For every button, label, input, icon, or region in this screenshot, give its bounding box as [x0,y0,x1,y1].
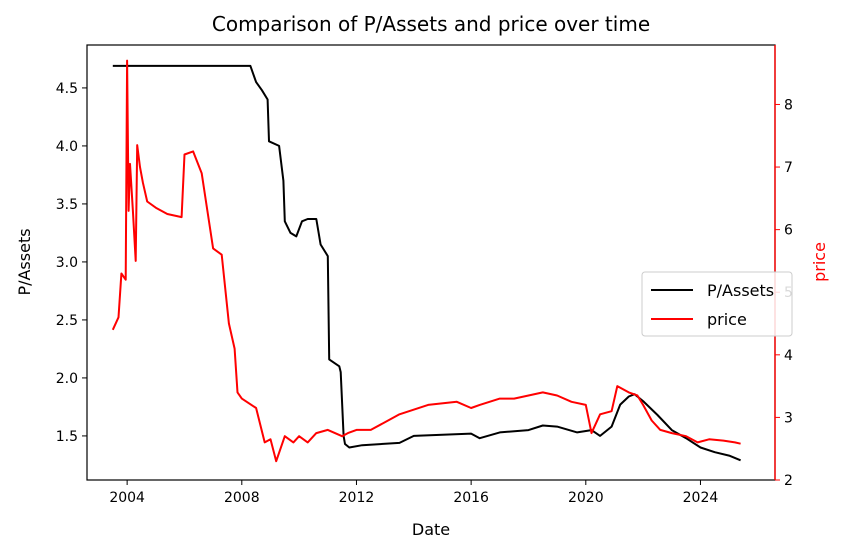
y-left-tick-label: 3.5 [56,197,78,213]
y-right-tick-label: 3 [784,410,793,426]
y-right-tick-label: 4 [784,348,793,364]
y-left-tick-label: 2.5 [56,313,78,329]
y-right-tick-label: 2 [784,473,793,489]
legend-label-price: price [707,310,747,329]
x-tick-label: 2016 [453,490,489,506]
x-tick-label: 2020 [568,490,604,506]
y-left-tick-label: 2.0 [56,371,78,387]
y-right-tick-label: 8 [784,97,793,113]
x-tick-label: 2004 [109,490,145,506]
y-left-tick-label: 4.5 [56,81,78,97]
y-left-axis-ticks: 1.5 2.0 2.5 3.0 3.5 4.0 4.5 [56,81,87,445]
plot-frame [86,44,776,481]
y-left-tick-label: 3.0 [56,255,78,271]
legend: P/Assets price [641,271,793,337]
chart-title: Comparison of P/Assets and price over ti… [212,12,650,36]
y-right-tick-label: 7 [784,160,793,176]
x-tick-label: 2012 [339,490,375,506]
series-line-price [111,59,741,463]
x-axis-ticks: 2004 2008 2012 2016 2020 2024 [109,480,718,506]
y-left-tick-label: 4.0 [56,139,78,155]
x-axis-label: Date [412,520,450,539]
series-layer [111,59,741,463]
y-left-axis-label: P/Assets [15,228,34,295]
y-left-tick-label: 1.5 [56,429,78,445]
y-right-axis-label: price [810,242,829,282]
x-tick-label: 2024 [683,490,719,506]
y-right-tick-label: 6 [784,223,793,239]
series-line-p-assets [112,64,741,462]
legend-label-pa: P/Assets [707,281,774,300]
x-tick-label: 2008 [224,490,260,506]
plot-area [86,44,776,481]
